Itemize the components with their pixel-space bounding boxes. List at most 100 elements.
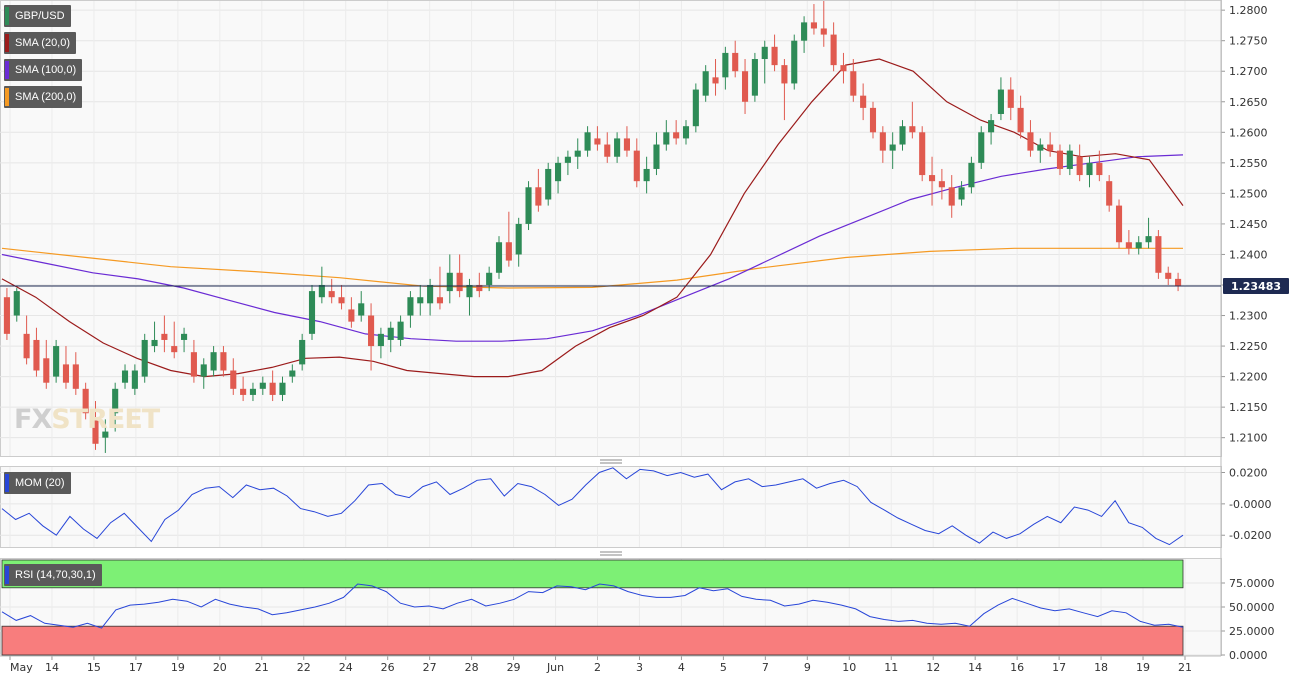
candle-body-104 bbox=[1027, 132, 1034, 151]
x-ticklabel-23: 14 bbox=[968, 661, 982, 674]
last-price-tag bbox=[1223, 278, 1289, 295]
legend-sma200-swatch bbox=[5, 88, 9, 106]
price-ticklabel-13: 1.2150 bbox=[1229, 401, 1268, 414]
candle-body-77 bbox=[761, 46, 768, 60]
candle-body-1 bbox=[13, 291, 20, 316]
candle-body-81 bbox=[801, 22, 808, 41]
legend-gbpusd[interactable]: GBP/USD bbox=[4, 5, 71, 27]
candle-body-97 bbox=[958, 187, 965, 200]
candle-body-41 bbox=[407, 297, 414, 316]
candle-body-108 bbox=[1066, 150, 1073, 169]
candle-body-17 bbox=[171, 346, 178, 353]
sma100-line bbox=[1, 154, 1184, 342]
candle-body-105 bbox=[1037, 144, 1044, 151]
x-ticklabel-6: 21 bbox=[255, 661, 269, 674]
mom-ticklabel-0: 0.0200 bbox=[1229, 466, 1268, 479]
mom-ticklabel-1: -0.0000 bbox=[1229, 498, 1271, 511]
candle-body-49 bbox=[486, 272, 493, 285]
candle-body-32 bbox=[318, 284, 325, 298]
price-ticklabel-7: 1.2450 bbox=[1229, 218, 1268, 231]
candle-body-109 bbox=[1076, 156, 1083, 176]
x-ticklabel-15: 3 bbox=[636, 661, 643, 674]
pane-resize-handle-1[interactable] bbox=[600, 459, 622, 464]
rsi-ticklabel-1: 50.0000 bbox=[1229, 601, 1275, 614]
candle-body-46 bbox=[456, 272, 463, 292]
legend-sma100-label: SMA (100,0) bbox=[15, 64, 77, 76]
price-ticklabel-3: 1.2650 bbox=[1229, 96, 1268, 109]
candle-body-45 bbox=[446, 272, 453, 292]
candle-body-44 bbox=[436, 297, 444, 304]
candle-body-5 bbox=[53, 346, 60, 377]
x-ticklabel-0: May bbox=[10, 661, 33, 674]
candle-body-0 bbox=[3, 297, 10, 334]
mom-ticklabel-2: -0.0200 bbox=[1229, 529, 1271, 542]
price-ticklabel-8: 1.2400 bbox=[1229, 248, 1268, 261]
candle-body-98 bbox=[968, 162, 975, 188]
x-ticklabel-3: 17 bbox=[129, 661, 143, 674]
legend-sma100[interactable]: SMA (100,0) bbox=[4, 59, 83, 81]
indicator-lines bbox=[1, 467, 1184, 629]
candle-body-57 bbox=[564, 156, 571, 163]
candle-body-8 bbox=[82, 388, 89, 414]
candle-body-91 bbox=[899, 126, 906, 145]
candle-body-107 bbox=[1056, 150, 1064, 169]
candle-body-20 bbox=[200, 364, 207, 377]
candle-body-69 bbox=[682, 126, 690, 139]
candle-body-76 bbox=[751, 59, 758, 96]
candle-body-85 bbox=[840, 65, 847, 72]
candle-body-93 bbox=[919, 132, 926, 176]
legend-sma100-swatch bbox=[5, 61, 9, 79]
candle-body-114 bbox=[1125, 242, 1132, 249]
sma20-line bbox=[1, 58, 1184, 378]
candle-body-18 bbox=[181, 333, 188, 340]
x-axis: May 14 15 17 19 20 21 22 24 26 27 28 29 Jun 2 3 4 5 7 9 10 11… bbox=[0, 655, 1221, 674]
candle-body-33 bbox=[328, 291, 335, 298]
candle-body-71 bbox=[702, 71, 709, 96]
watermark-logo: FXSTREET bbox=[14, 404, 160, 435]
x-ticklabel-19: 9 bbox=[804, 661, 811, 674]
legend-mom[interactable]: MOM (20) bbox=[4, 472, 71, 494]
candle-body-34 bbox=[338, 297, 345, 304]
candle-body-65 bbox=[643, 168, 650, 182]
candle-body-92 bbox=[909, 126, 916, 133]
candle-body-35 bbox=[348, 309, 355, 322]
legend-sma200[interactable]: SMA (200,0) bbox=[4, 86, 83, 108]
legend-gbpusd-swatch bbox=[5, 7, 9, 25]
candle-body-19 bbox=[190, 352, 197, 377]
candle-body-80 bbox=[791, 40, 798, 84]
candle-body-58 bbox=[574, 150, 581, 157]
legend-mom-swatch bbox=[5, 474, 9, 492]
last-price-marker: 1.23483 bbox=[0, 278, 1289, 295]
x-ticklabel-18: 7 bbox=[762, 661, 769, 674]
legend-rsi[interactable]: RSI (14,70,30,1) bbox=[4, 564, 102, 586]
x-ticklabel-16: 4 bbox=[678, 661, 685, 674]
candle-body-37 bbox=[368, 315, 375, 347]
candle-body-75 bbox=[741, 71, 749, 102]
candle-body-66 bbox=[653, 144, 660, 169]
x-ticklabel-11: 28 bbox=[465, 661, 479, 674]
legend-sma20[interactable]: SMA (20,0) bbox=[4, 32, 77, 54]
price-ticklabel-6: 1.2500 bbox=[1229, 187, 1268, 200]
x-ticklabel-28: 21 bbox=[1178, 661, 1192, 674]
candle-body-68 bbox=[673, 132, 680, 139]
candle-body-4 bbox=[43, 358, 50, 383]
candle-body-90 bbox=[889, 144, 896, 151]
candle-body-60 bbox=[594, 138, 601, 145]
price-ticklabel-11: 1.2250 bbox=[1229, 340, 1268, 353]
candle-body-28 bbox=[279, 382, 286, 395]
candle-body-7 bbox=[72, 364, 79, 389]
candle-body-48 bbox=[476, 284, 483, 292]
candle-body-83 bbox=[820, 28, 827, 35]
pane-resize-handle-2[interactable] bbox=[600, 551, 622, 556]
candle-body-78 bbox=[771, 46, 778, 66]
legend-mom-label: MOM (20) bbox=[15, 477, 65, 489]
candles bbox=[3, 1, 1182, 453]
candle-body-42 bbox=[417, 297, 424, 304]
candle-body-31 bbox=[308, 291, 316, 334]
candle-body-118 bbox=[1165, 272, 1172, 279]
price-ticklabel-1: 1.2750 bbox=[1229, 35, 1268, 48]
candle-body-24 bbox=[240, 388, 247, 395]
candle-body-99 bbox=[978, 132, 985, 163]
